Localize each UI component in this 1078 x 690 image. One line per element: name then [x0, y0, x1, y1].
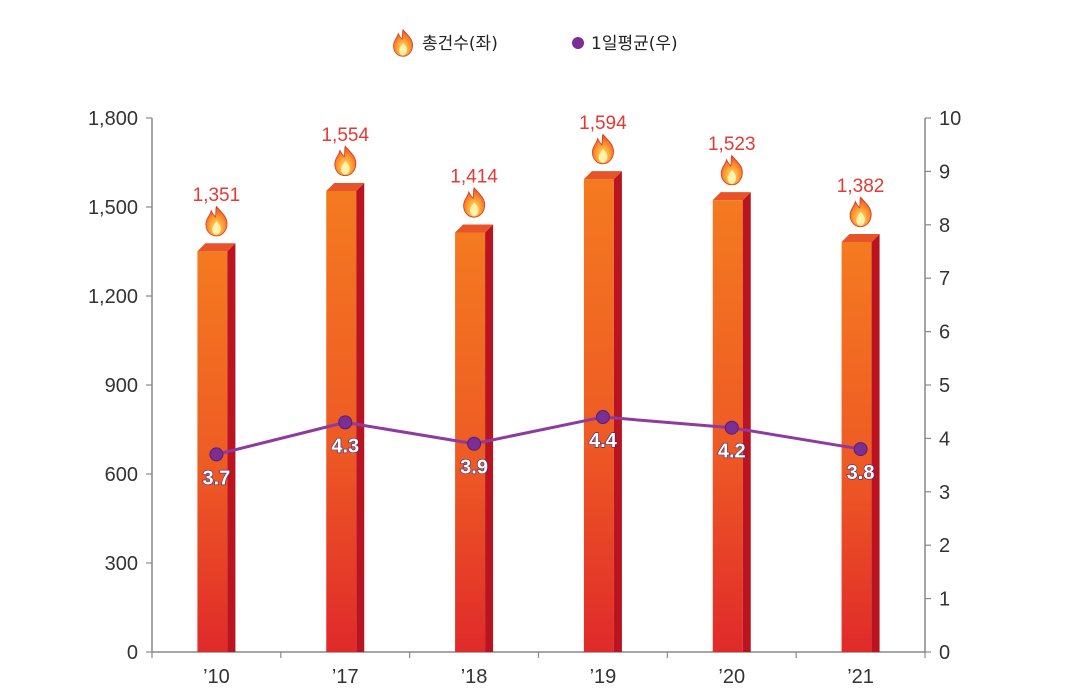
bar-top: [326, 182, 365, 191]
fire-icon: [849, 196, 872, 228]
line-marker: [724, 420, 739, 435]
bar-top: [583, 171, 622, 180]
bar-top: [455, 224, 494, 233]
bar-side: [227, 243, 236, 652]
bar-side: [613, 171, 622, 652]
line-value-label: 4.3: [331, 435, 359, 457]
legend-marker-dot: [572, 37, 584, 49]
line-value-label: 3.8: [847, 462, 875, 484]
right-tick-label: 9: [939, 161, 950, 183]
line-value-label: 4.4: [589, 430, 618, 452]
x-tick-label: ’18: [461, 666, 488, 688]
right-tick-label: 7: [939, 268, 950, 290]
left-tick-label: 900: [105, 375, 138, 397]
data-labels: 1,351 1,554 1,414 1,594 1,523 1,382: [193, 113, 885, 237]
right-tick-label: 8: [939, 215, 950, 237]
left-tick-label: 1,200: [88, 286, 138, 308]
line-marker: [467, 436, 482, 451]
left-tick-label: 1,800: [88, 108, 138, 130]
legend: 총건수(좌) 1일평균(우): [393, 28, 678, 57]
bar-top: [841, 234, 880, 243]
fire-icon: [720, 154, 743, 186]
legend-item-total: 총건수(좌): [393, 28, 498, 57]
bar-value-label: 1,594: [579, 113, 627, 134]
x-tick-label: ’10: [203, 666, 230, 688]
fire-icon: [463, 186, 486, 218]
line-marker: [209, 447, 224, 462]
left-tick-label: 1,500: [88, 197, 138, 219]
right-tick-label: 1: [939, 589, 950, 611]
flame-inner: [399, 43, 408, 56]
line-value-label: 3.7: [203, 467, 231, 489]
bar-value-label: 1,523: [708, 134, 756, 155]
flame-outer: [463, 186, 486, 218]
flame-inner: [469, 202, 479, 217]
flame-outer: [205, 205, 228, 237]
bar-side: [485, 224, 494, 652]
x-tick-label: ’21: [847, 666, 874, 688]
line-series: 3.7 4.3 3.9 4.4 4.2 3.8: [202, 410, 875, 490]
right-tick-label: 0: [939, 642, 950, 664]
fire-icon: [591, 133, 614, 165]
legend-item-daily-avg: 1일평균(우): [572, 34, 678, 54]
right-tick-label: 3: [939, 482, 950, 504]
flame-outer: [849, 196, 872, 228]
daily-avg-line: [216, 415, 861, 456]
right-tick-label: 6: [939, 322, 950, 344]
right-tick-label: 5: [939, 375, 950, 397]
bar-value-label: 1,382: [837, 176, 885, 197]
flame-outer: [591, 133, 614, 165]
line-marker: [595, 410, 610, 425]
bar-side: [742, 192, 751, 652]
right-tick-label: 10: [939, 108, 961, 130]
bar-top: [712, 192, 751, 201]
right-tick-label: 2: [939, 535, 950, 557]
axes: 0 300 600 900 1,200 1,500 1,800 0 1 2 3 4 5 6 7 8 9 10 ’10…: [88, 108, 961, 688]
line-value-label: 4.2: [718, 441, 746, 463]
fire-icon: [334, 145, 357, 177]
legend-label: 1일평균(우): [591, 34, 678, 54]
flame-outer: [334, 145, 357, 177]
flame-inner: [856, 212, 866, 226]
line-marker: [853, 442, 868, 457]
x-tick-label: ’20: [718, 666, 745, 688]
x-tick-label: ’17: [332, 666, 359, 688]
line-value-label: 3.9: [460, 457, 488, 479]
right-tick-label: 4: [939, 428, 950, 450]
left-tick-label: 600: [105, 464, 138, 486]
bar-side: [871, 234, 880, 653]
x-tick-label: ’19: [590, 666, 617, 688]
bar-value-label: 1,554: [321, 125, 369, 146]
fire-icon: [205, 205, 228, 237]
left-tick-label: 0: [127, 642, 138, 664]
bar-value-label: 1,414: [450, 167, 498, 188]
left-tick-label: 300: [105, 553, 138, 575]
legend-label: 총건수(좌): [422, 34, 498, 54]
bar-series: [197, 171, 880, 653]
bar-value-label: 1,351: [193, 185, 241, 206]
flame-inner: [598, 149, 608, 163]
flame-outer: [720, 154, 743, 186]
bar-top: [197, 243, 236, 252]
flame-outer: [393, 28, 413, 57]
flame-inner: [727, 170, 737, 184]
line-marker: [338, 415, 353, 430]
bar-side: [356, 182, 365, 653]
fire-icon: [393, 28, 413, 57]
flame-inner: [341, 160, 350, 175]
flame-inner: [212, 221, 221, 235]
